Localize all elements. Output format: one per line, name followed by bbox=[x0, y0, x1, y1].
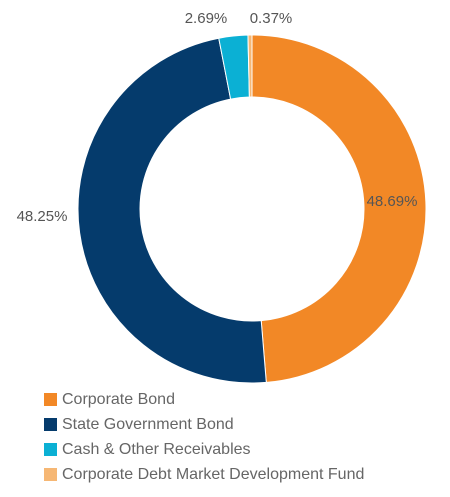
legend-swatch bbox=[44, 393, 57, 406]
legend-label: State Government Bond bbox=[62, 415, 234, 433]
slice-labels: 48.69% 48.25% 2.69% 0.37% bbox=[17, 10, 418, 225]
legend: Corporate Bond State Government Bond Cas… bbox=[44, 387, 444, 487]
legend-label: Cash & Other Receivables bbox=[62, 440, 251, 458]
legend-swatch bbox=[44, 443, 57, 456]
legend-label: Corporate Bond bbox=[62, 390, 175, 408]
slice-value-label: 48.25% bbox=[17, 208, 68, 225]
legend-item-corporate-debt-market-development-fund: Corporate Debt Market Development Fund bbox=[44, 462, 444, 487]
legend-label: Corporate Debt Market Development Fund bbox=[62, 465, 365, 483]
legend-item-cash-other-receivables: Cash & Other Receivables bbox=[44, 437, 444, 462]
donut-slice-corporate-bond bbox=[251, 34, 427, 383]
legend-item-corporate-bond: Corporate Bond bbox=[44, 387, 444, 412]
slice-value-label: 0.37% bbox=[250, 10, 293, 27]
donut-slice-state-government-bond bbox=[77, 37, 267, 384]
donut-chart: 48.69% 48.25% 2.69% 0.37% bbox=[17, 10, 427, 384]
donut-slices bbox=[77, 34, 427, 384]
legend-item-state-government-bond: State Government Bond bbox=[44, 412, 444, 437]
legend-swatch bbox=[44, 468, 57, 481]
legend-swatch bbox=[44, 418, 57, 431]
donut-slice-corporate-debt-market-development-fund bbox=[247, 34, 253, 98]
slice-value-label: 2.69% bbox=[185, 10, 228, 27]
slice-value-label: 48.69% bbox=[367, 193, 418, 210]
